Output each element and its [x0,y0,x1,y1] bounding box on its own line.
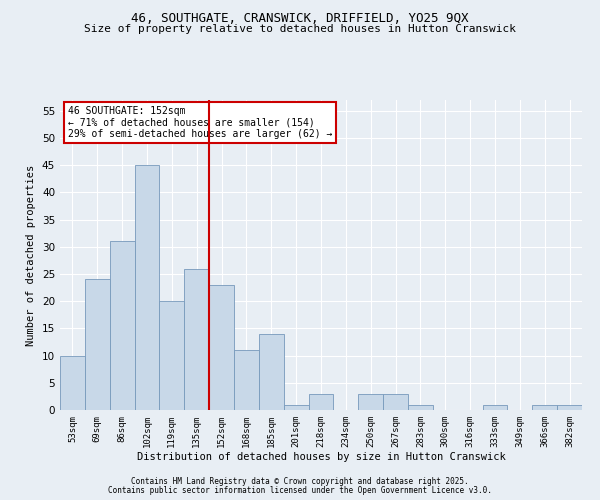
Text: Contains public sector information licensed under the Open Government Licence v3: Contains public sector information licen… [108,486,492,495]
Text: Size of property relative to detached houses in Hutton Cranswick: Size of property relative to detached ho… [84,24,516,34]
Bar [184,268,209,410]
Text: 46 SOUTHGATE: 152sqm
← 71% of detached houses are smaller (154)
29% of semi-deta: 46 SOUTHGATE: 152sqm ← 71% of detached h… [68,106,332,140]
Bar [284,404,308,410]
Y-axis label: Number of detached properties: Number of detached properties [26,164,37,346]
Bar [85,280,110,410]
Bar [259,334,284,410]
Bar [160,301,184,410]
Bar [557,404,582,410]
Bar [532,404,557,410]
Bar [308,394,334,410]
Bar [408,404,433,410]
Text: Distribution of detached houses by size in Hutton Cranswick: Distribution of detached houses by size … [137,452,505,462]
Bar [134,166,160,410]
Bar [234,350,259,410]
Bar [358,394,383,410]
Bar [383,394,408,410]
Text: 46, SOUTHGATE, CRANSWICK, DRIFFIELD, YO25 9QX: 46, SOUTHGATE, CRANSWICK, DRIFFIELD, YO2… [131,12,469,26]
Bar [209,285,234,410]
Bar [60,356,85,410]
Bar [482,404,508,410]
Bar [110,242,134,410]
Text: Contains HM Land Registry data © Crown copyright and database right 2025.: Contains HM Land Registry data © Crown c… [131,477,469,486]
